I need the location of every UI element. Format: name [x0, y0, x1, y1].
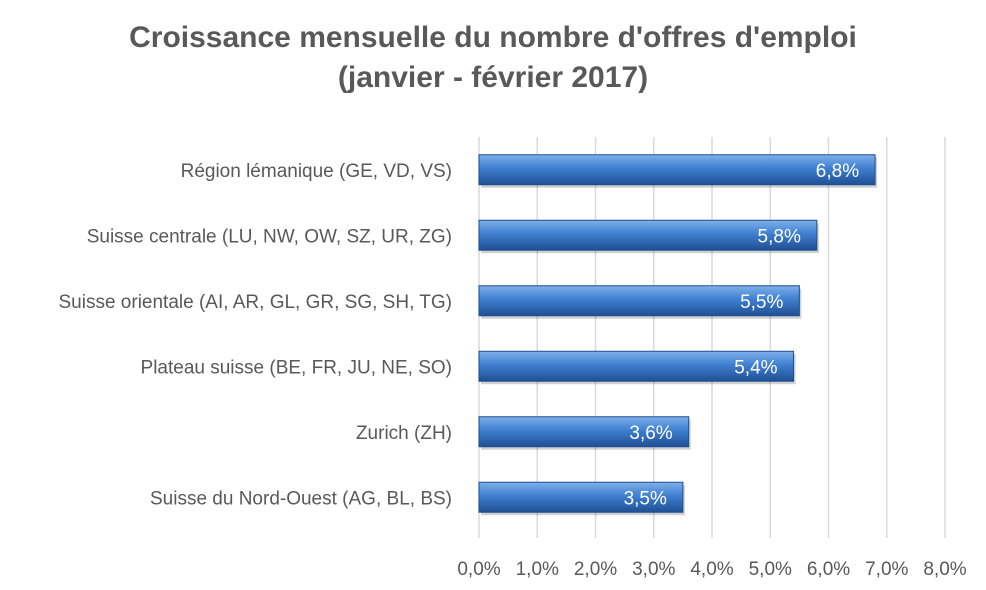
category-label: Suisse centrale (LU, NW, OW, SZ, UR, ZG) — [87, 226, 452, 247]
bar — [478, 154, 876, 186]
gridlines — [478, 137, 946, 538]
category-label: Suisse orientale (AI, AR, GL, GR, SG, SH… — [59, 292, 453, 313]
bar — [478, 481, 684, 513]
category-label: Zurich (ZH) — [356, 423, 452, 444]
chart-title-line-2: (janvier - février 2017) — [337, 61, 649, 94]
x-tick-label: 8,0% — [923, 559, 966, 580]
x-tick-label: 2,0% — [574, 559, 617, 580]
bar-value-label: 5,8% — [758, 226, 801, 247]
chart-title: Croissance mensuelle du nombre d'offres … — [0, 18, 986, 98]
bar — [478, 219, 818, 251]
bar — [478, 285, 800, 317]
x-tick-label: 3,0% — [632, 559, 675, 580]
category-label: Suisse du Nord-Ouest (AG, BL, BS) — [150, 488, 452, 509]
x-axis-tick-labels: 0,0% 1,0% 2,0% 3,0% 4,0% 5,0% 6,0% 7,0% 8,0% — [457, 559, 966, 580]
category-label: Plateau suisse (BE, FR, JU, NE, SO) — [141, 357, 452, 378]
bar — [478, 416, 690, 448]
x-tick-label: 1,0% — [516, 559, 559, 580]
chart-title-line-1: Croissance mensuelle du nombre d'offres … — [129, 21, 857, 54]
x-tick-label: 0,0% — [457, 559, 500, 580]
bar-value-label: 5,4% — [734, 357, 777, 378]
bar-value-label: 3,5% — [624, 488, 667, 509]
x-tick-label: 6,0% — [807, 559, 850, 580]
bar-value-label: 5,5% — [740, 292, 783, 313]
category-labels: Région lémanique (GE, VD, VS) Suisse cent… — [59, 161, 453, 510]
bars: 6,8% 5,8% 5,5% 5,4% 3,6% 3,5% — [478, 154, 878, 516]
x-tick-label: 7,0% — [865, 559, 908, 580]
bar-value-label: 6,8% — [816, 161, 859, 182]
bar — [478, 350, 795, 382]
bar-value-label: 3,6% — [629, 423, 672, 444]
x-tick-label: 5,0% — [749, 559, 792, 580]
category-label: Région lémanique (GE, VD, VS) — [181, 161, 452, 182]
x-tick-label: 4,0% — [690, 559, 733, 580]
